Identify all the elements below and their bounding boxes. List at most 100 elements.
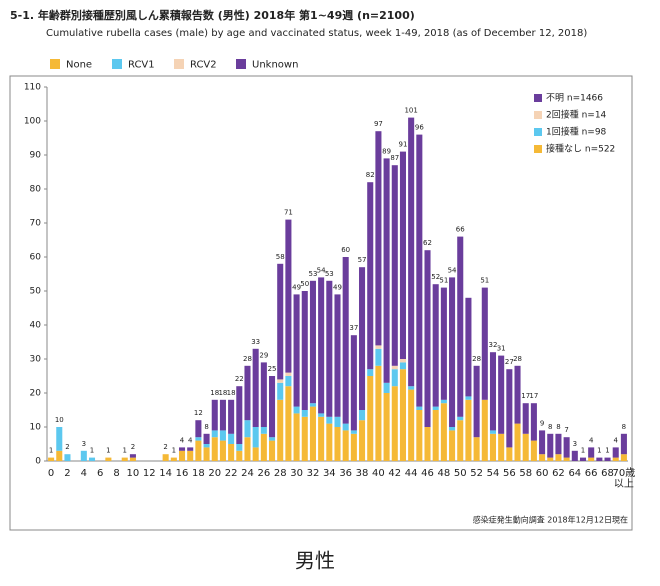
total-label: 97 xyxy=(374,120,383,128)
bar-segment xyxy=(244,420,251,438)
bar-segment xyxy=(506,447,513,461)
bar-segment xyxy=(301,410,308,417)
bar-segment xyxy=(105,457,112,461)
total-label: 1 xyxy=(605,447,609,455)
bar-segment xyxy=(457,420,464,461)
total-label: 89 xyxy=(382,147,391,155)
bar-segment xyxy=(440,287,447,400)
bar-segment xyxy=(391,165,398,366)
bar-segment xyxy=(195,440,202,461)
bar-segment xyxy=(334,416,341,427)
source: 感染症発生動向調査 2018年12月12日現在 xyxy=(473,515,628,525)
bar-segment xyxy=(416,134,423,407)
x-tick-label: 64 xyxy=(568,468,581,479)
bar-segment xyxy=(457,416,464,421)
total-label: 8 xyxy=(204,423,208,431)
bar-segment xyxy=(408,389,415,461)
legend-swatch xyxy=(112,59,122,69)
y-tick-label: 20 xyxy=(30,389,42,399)
bar-segment xyxy=(318,277,325,414)
x-tick-label: 36 xyxy=(339,468,352,479)
x-tick-label: 70歳以上 xyxy=(613,467,636,490)
total-label: 27 xyxy=(505,358,514,366)
y-tick-label: 60 xyxy=(30,253,42,263)
bar-segment xyxy=(301,416,308,461)
inner-legend-label: 接種なし n=522 xyxy=(546,143,615,155)
bar-segment xyxy=(56,427,63,451)
bar-segment xyxy=(252,447,259,461)
bar-segment xyxy=(228,399,235,434)
x-tick-label: 28 xyxy=(274,468,287,479)
bar-segment xyxy=(367,369,374,376)
bar-segment xyxy=(563,437,570,458)
x-tick-label: 16 xyxy=(176,468,189,479)
bar-segment xyxy=(318,416,325,461)
bar-segment xyxy=(260,362,267,427)
bar-segment xyxy=(285,376,292,387)
bar-segment xyxy=(424,250,431,427)
bar-segment xyxy=(440,399,447,404)
bar-segment xyxy=(416,406,423,410)
legend-label: RCV1 xyxy=(128,60,155,71)
bar-segment xyxy=(326,423,333,461)
x-tick-label: 54 xyxy=(487,468,500,479)
bar-segment xyxy=(399,362,406,370)
total-label: 49 xyxy=(333,283,342,291)
bar-segment xyxy=(236,444,243,451)
bar-segment xyxy=(375,345,382,349)
bar-segment xyxy=(121,457,128,461)
bar-segment xyxy=(449,277,456,427)
bar-segment xyxy=(596,457,603,461)
total-label: 3 xyxy=(573,440,577,448)
bar-segment xyxy=(350,430,357,434)
total-label: 8 xyxy=(548,423,552,431)
total-label: 25 xyxy=(268,365,277,373)
bar-segment xyxy=(375,365,382,461)
bar-segment xyxy=(440,403,447,461)
total-label: 58 xyxy=(276,253,285,261)
bar-segment xyxy=(489,430,497,434)
bar-segment xyxy=(539,430,546,455)
bar-segment xyxy=(211,399,218,431)
bar-segment xyxy=(555,454,562,461)
bar-segment xyxy=(530,403,537,441)
x-tick-label: 48 xyxy=(438,468,451,479)
x-tick-label: 50 xyxy=(454,468,467,479)
y-tick-label: 100 xyxy=(24,117,41,127)
x-tick-label: 32 xyxy=(307,468,320,479)
bar-segment xyxy=(514,365,521,424)
y-tick-label: 90 xyxy=(30,151,42,161)
bar-segment xyxy=(367,182,374,370)
bar-segment xyxy=(219,430,226,441)
bar-segment xyxy=(309,280,316,404)
total-label: 33 xyxy=(251,338,260,346)
total-label: 1 xyxy=(597,447,601,455)
y-tick-label: 50 xyxy=(30,287,42,297)
bar-segment xyxy=(408,117,415,387)
caption: 男性 xyxy=(295,549,335,573)
bar-segment xyxy=(350,433,357,461)
bar-segment xyxy=(211,437,218,461)
bar-segment xyxy=(277,263,284,380)
bar-segment xyxy=(367,376,374,461)
bar-segment xyxy=(293,294,300,407)
bar-segment xyxy=(432,406,439,410)
total-label: 28 xyxy=(243,355,252,363)
legend-label: None xyxy=(66,60,92,71)
bar-segment xyxy=(359,410,366,421)
plot-frame xyxy=(9,75,633,531)
bar-segment xyxy=(219,440,226,461)
bar-segment xyxy=(293,406,300,414)
total-label: 2 xyxy=(163,443,167,451)
bar-segment xyxy=(244,437,251,461)
bar-segment xyxy=(555,433,562,455)
bar-segment xyxy=(228,433,235,444)
bar-segment xyxy=(203,447,210,461)
y-tick-label: 0 xyxy=(35,457,41,467)
bar-segment xyxy=(334,294,341,417)
x-tick-label: 56 xyxy=(503,468,516,479)
bar-segment xyxy=(473,437,480,461)
legend-swatch xyxy=(50,59,60,69)
legend-swatch xyxy=(236,59,246,69)
